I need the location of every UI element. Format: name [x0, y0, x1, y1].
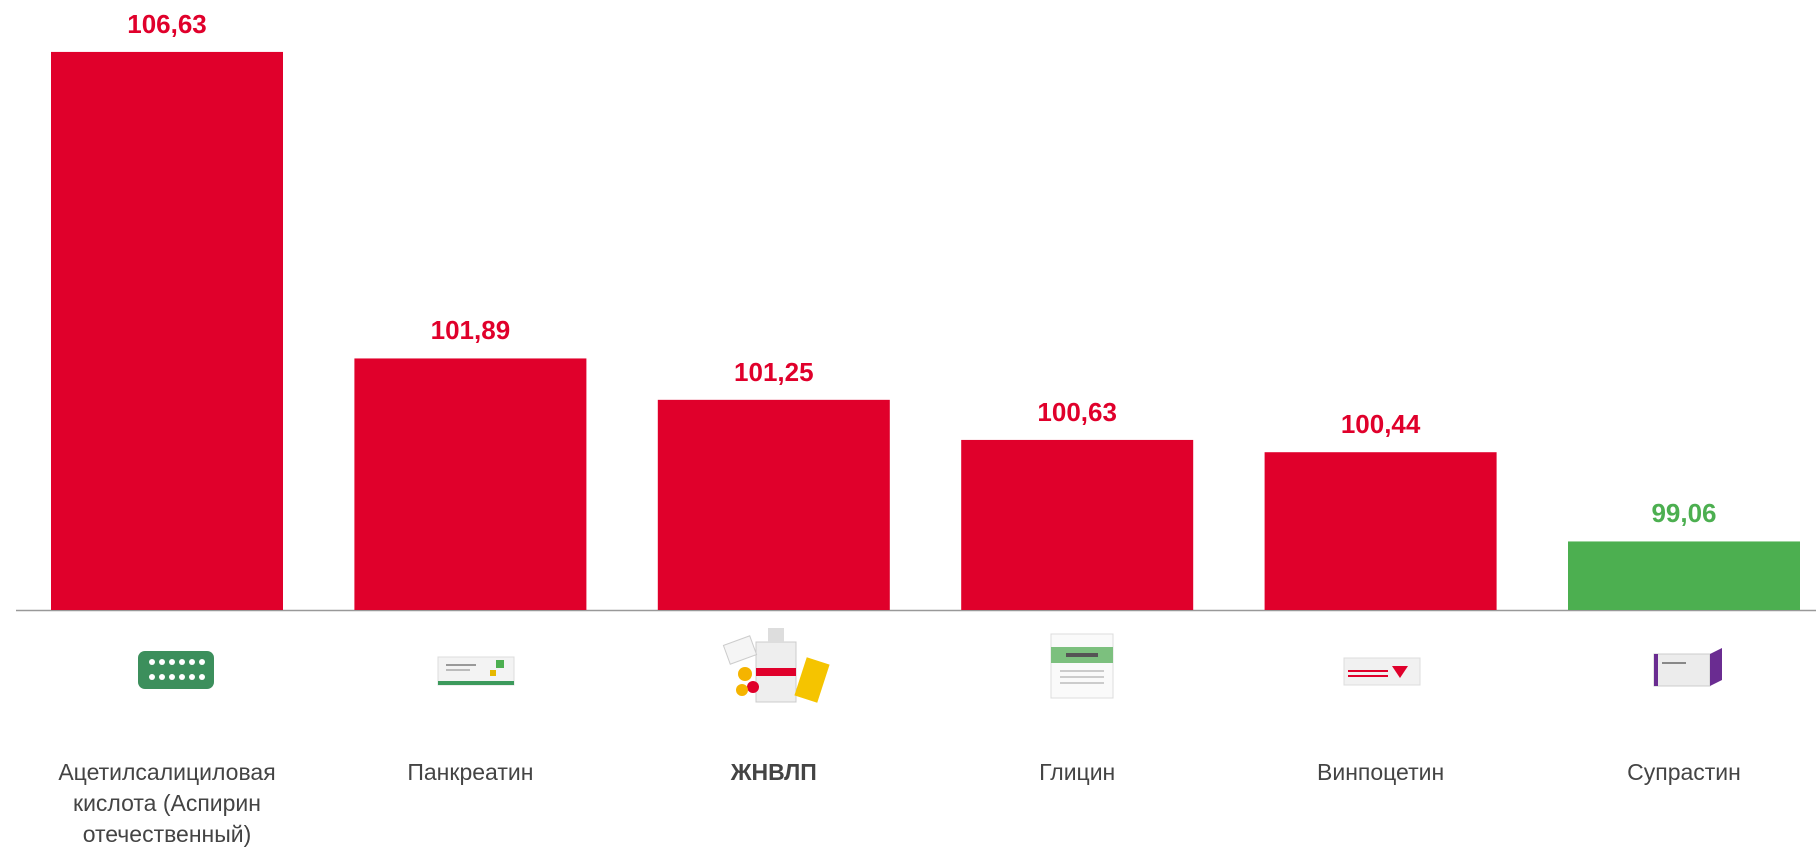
bar [657, 399, 890, 610]
category-label: ЖНВЛП [730, 759, 817, 785]
value-label: 100,44 [1340, 409, 1421, 440]
category-label: Глицин [1039, 759, 1116, 785]
value-label: 101,89 [430, 315, 511, 346]
bar [354, 358, 587, 610]
category-label: Супрастин [1627, 759, 1741, 785]
category-label: Панкреатин [407, 759, 534, 785]
value-label: 99,06 [1651, 498, 1717, 529]
bar [961, 439, 1194, 610]
value-label: 106,63 [127, 8, 207, 39]
icon-box-pancreatin [437, 656, 515, 686]
bar [1568, 541, 1800, 610]
bar [1264, 452, 1497, 610]
value-label: 101,25 [734, 356, 814, 387]
value-label: 100,63 [1037, 396, 1117, 427]
icon-blister [138, 651, 214, 689]
icon-box-suprastin [1653, 648, 1722, 687]
icon-medicines [722, 628, 830, 703]
category-label: Винпоцетин [1317, 759, 1445, 785]
icon-box-vinpocetine [1343, 657, 1421, 686]
bar [51, 51, 283, 611]
category-label: Ацетилсалициловая кислота (Аспирин отече… [58, 759, 276, 847]
icon-glycine [1050, 633, 1114, 699]
